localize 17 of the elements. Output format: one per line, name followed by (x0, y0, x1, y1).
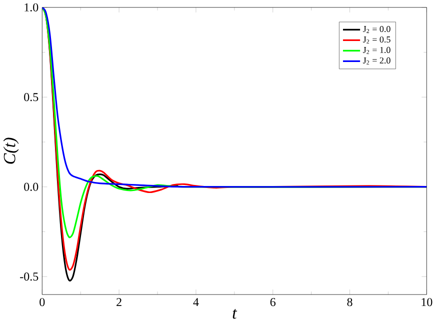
x-tick-label: 4 (193, 298, 199, 306)
x-tick-label: 10 (422, 298, 432, 306)
y-tick-label: -0.5 (20, 272, 38, 281)
x-tick-label: 6 (270, 298, 276, 306)
legend-label: J$_{2}$ = 0.0 (363, 26, 390, 33)
x-axis-title: t (232, 308, 238, 319)
x-tick-label: 2 (116, 298, 122, 306)
x-tick-label: 0 (40, 298, 45, 306)
y-tick-label: 0.5 (24, 93, 38, 102)
x-tick-label: 8 (347, 298, 352, 306)
legend-label: J$_{2}$ = 0.5 (363, 36, 390, 44)
y-tick-label: 1.0 (24, 3, 38, 12)
line-series (42, 7, 427, 188)
legend-label: J$_{2}$ = 2.0 (363, 57, 390, 64)
y-tick-label: 0.0 (24, 182, 38, 191)
y-axis-title: C(t) (3, 138, 19, 164)
legend-label: J$_{2}$ = 1.0 (363, 46, 390, 54)
